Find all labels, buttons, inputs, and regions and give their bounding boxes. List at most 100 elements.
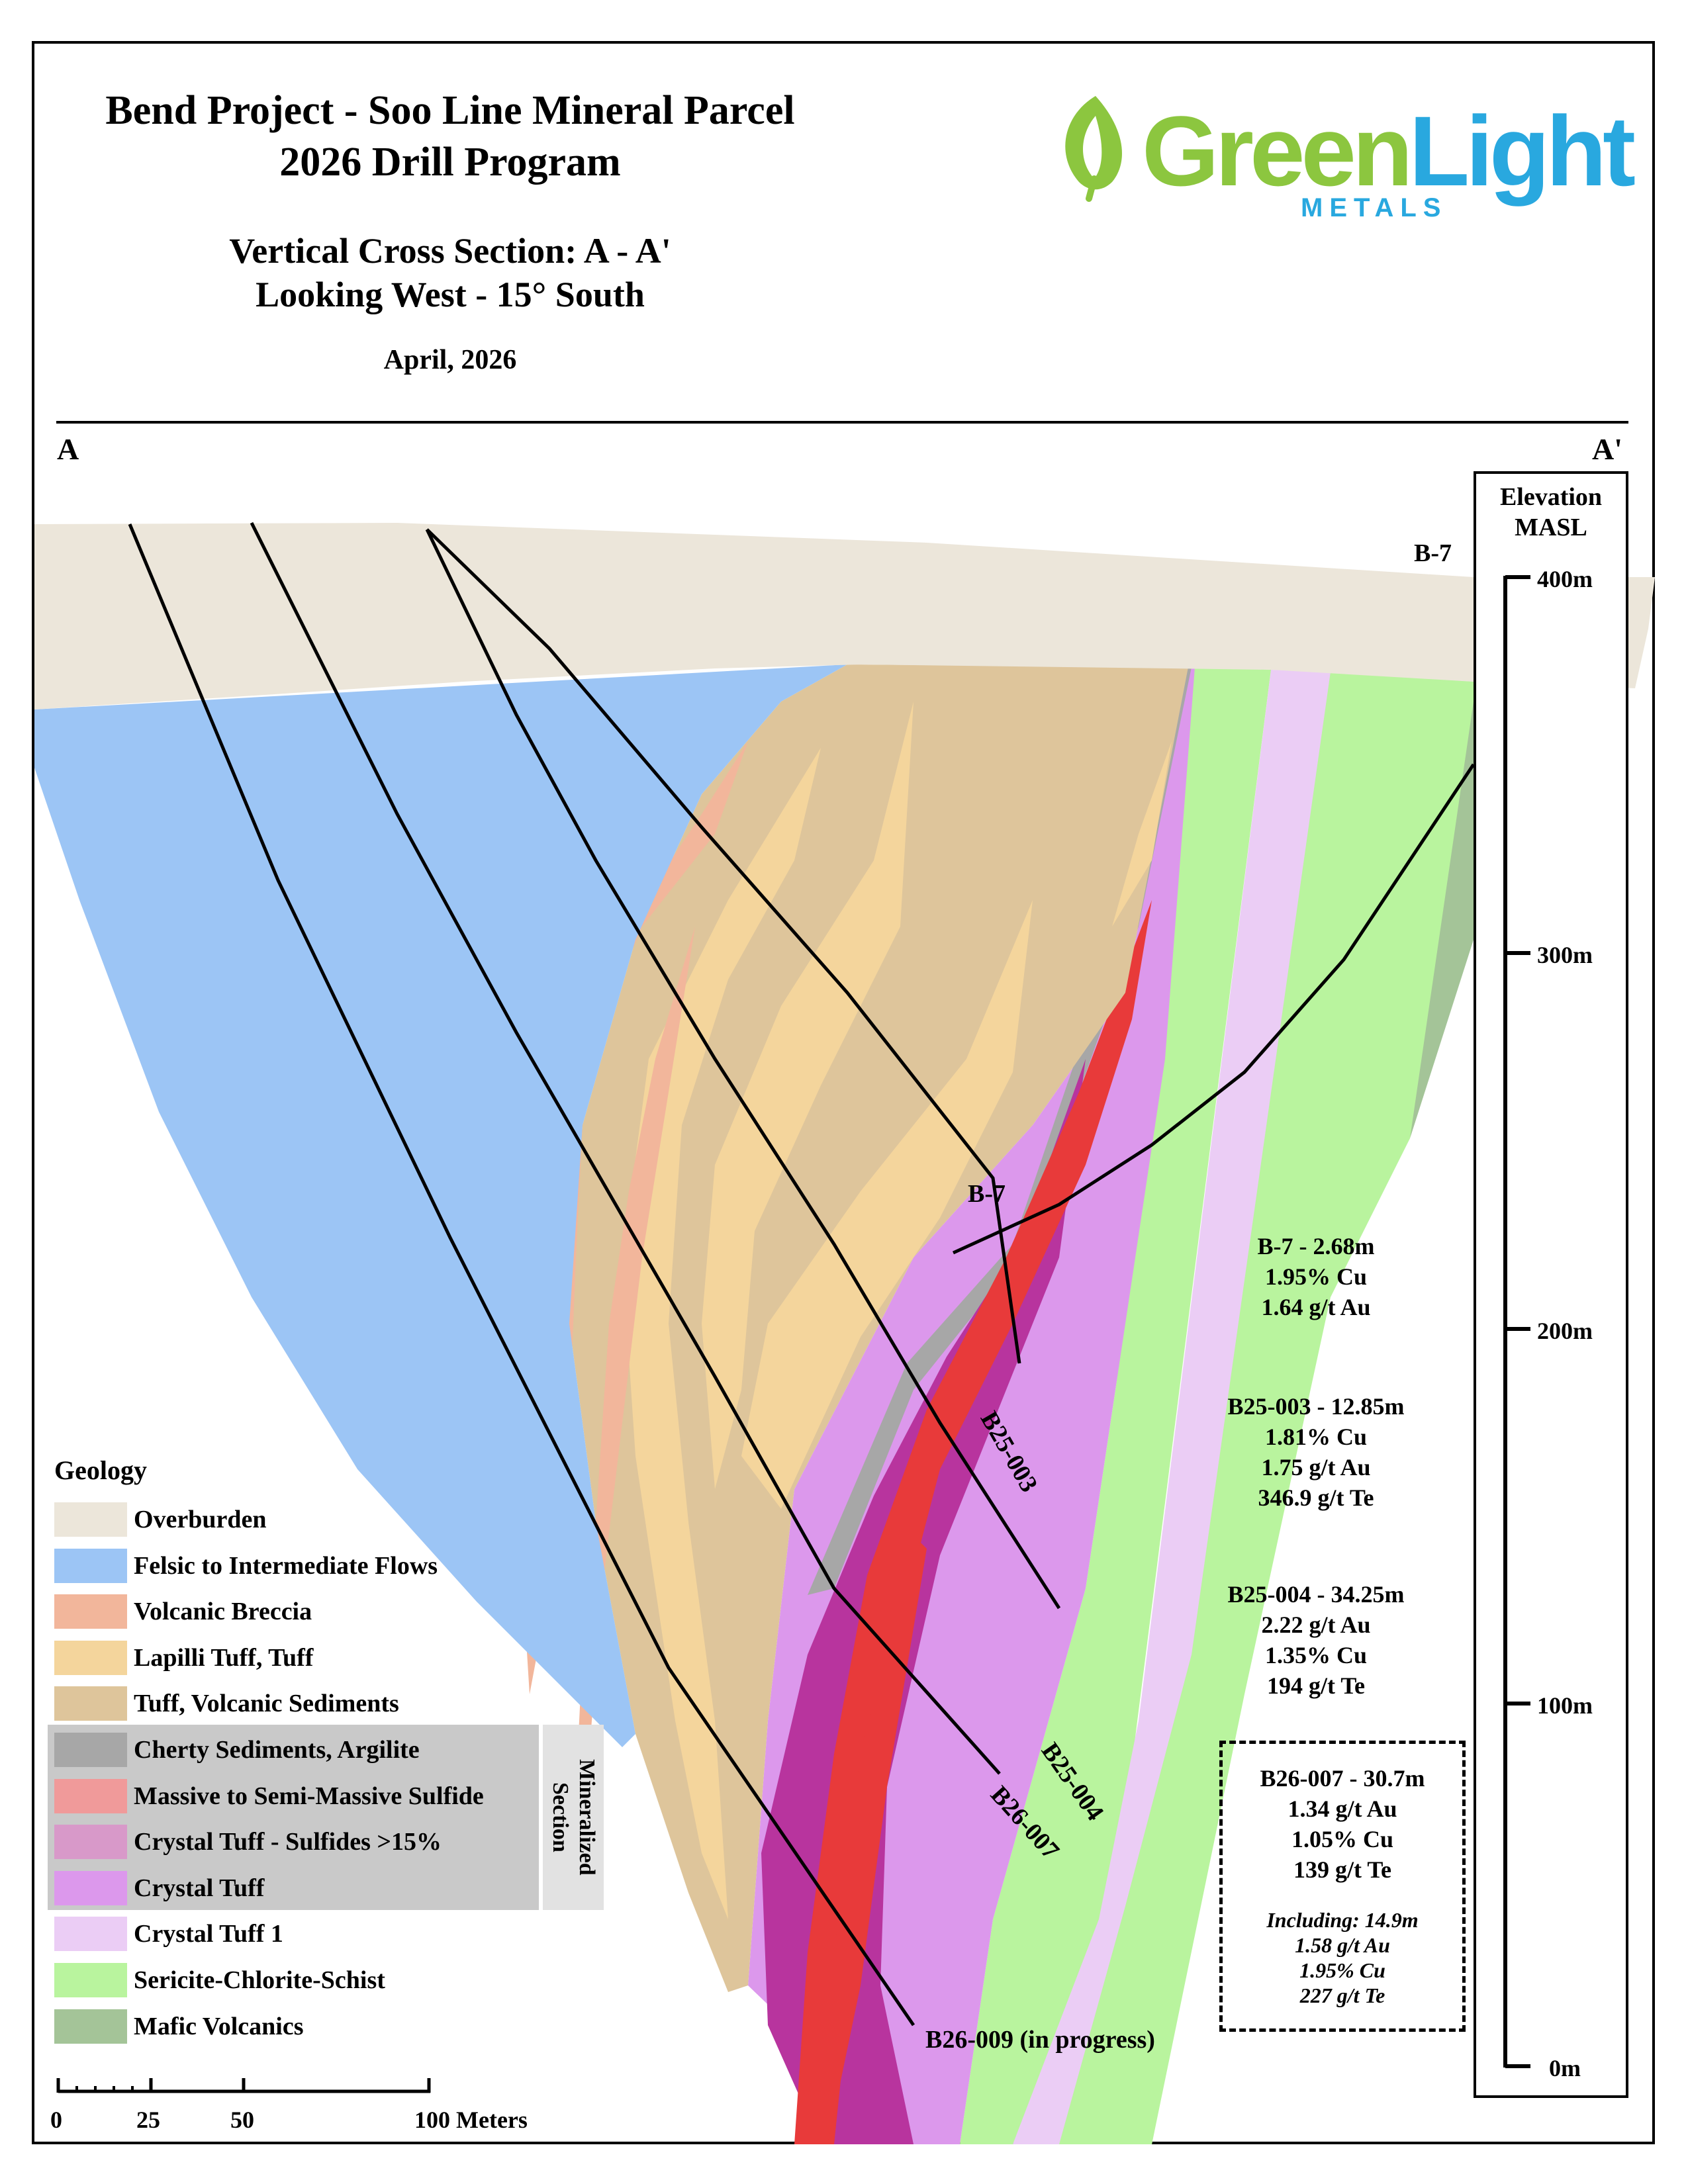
map-subtitle: Vertical Cross Section: A - A' Looking W… [53,229,847,316]
legend-label: Crystal Tuff [134,1874,265,1902]
leaf-logo-icon [1065,96,1122,202]
legend-mineralized-tag [543,1725,604,1910]
drillhole-label-b26-009: B26-009 (in progress) [925,2026,1155,2054]
scale-tick-0: 0 [50,2107,62,2133]
logo-wordmark: GreenLight [1142,95,1636,206]
unit-schist-wide [960,667,1271,2144]
scale-bar [56,2078,431,2093]
including-cu: 1.95% Cu [1299,1958,1385,1982]
result-b7-au: 1.64 g/t Au [1261,1294,1371,1320]
map-title: Bend Project - Soo Line Mineral Parcel 2… [53,85,847,188]
result-b26-007-au: 1.34 g/t Au [1288,1796,1397,1822]
result-b26-007-box [1219,1741,1466,2032]
including-au: 1.58 g/t Au [1295,1933,1390,1957]
subtitle-line-2: Looking West - 15° South [256,275,645,314]
including-interval: Including: 14.9m [1266,1908,1419,1932]
elevation-title: Elevation MASL [1476,482,1626,543]
result-b25-003-te: 346.9 g/t Te [1258,1484,1374,1511]
result-b25-003-cu: 1.81% Cu [1264,1424,1368,1450]
elevation-axis [1503,575,1530,2068]
logo-word-light: Light [1409,95,1636,206]
result-b26-007-including: Including: 14.9m 1.58 g/t Au 1.95% Cu 22… [1210,1907,1475,2008]
unit-massive-sulfide-2 [814,1535,927,2144]
elevation-title-line-2: MASL [1515,514,1587,541]
unit-lapilli-tuff-2 [741,900,1033,1509]
legend-swatch [54,1917,127,1951]
elevation-tick-400: 400m [1537,566,1593,592]
legend-swatch [54,1594,127,1629]
legend-mineralized-bg [48,1725,539,1910]
drillhole-b25-003 [426,528,1021,1364]
legend-label: Sericite-Chlorite-Schist [134,1966,385,1994]
legend-swatch [54,1825,127,1859]
result-b25-003: B25-003 - 12.85m 1.81% Cu 1.75 g/t Au 34… [1184,1391,1448,1513]
unit-crystal-tuff-1 [1013,670,1331,2144]
title-line-2: 2026 Drill Program [279,140,621,185]
logo-word-green: Green [1142,95,1413,206]
legend-label: Crystal Tuff - Sulfides >15% [134,1828,442,1856]
drillhole-b7 [952,763,1476,1255]
legend-label: Crystal Tuff 1 [134,1920,283,1948]
legend-label: Tuff, Volcanic Sediments [134,1690,399,1717]
section-end-label: A' [1592,432,1622,466]
elevation-tick-0: 0m [1549,2055,1581,2081]
legend-label: Volcanic Breccia [134,1598,312,1625]
drillhole-b26-009 [128,523,915,2026]
unit-overburden [34,523,1655,709]
scale-tick-50: 50 [230,2107,254,2133]
result-b26-007-interval: B26-007 - 30.7m [1260,1765,1425,1792]
unit-massive-sulfide [794,900,1152,2144]
legend-swatch [54,1733,127,1767]
result-b26-007: B26-007 - 30.7m 1.34 g/t Au 1.05% Cu 139… [1210,1763,1475,1885]
legend-label: Massive to Semi-Massive Sulfide [134,1782,484,1810]
header-divider [56,421,1628,424]
drillhole-label-b7: B-7 [968,1180,1006,1208]
legend-swatch [54,1963,127,1997]
elevation-title-line-1: Elevation [1499,483,1603,511]
legend-label: Overburden [134,1506,267,1533]
unit-lapilli-tuff-4 [1112,741,1172,927]
logo-subtext: METALS [1301,193,1448,222]
legend-label: Mafic Volcanics [134,2013,304,2040]
result-b25-003-au: 1.75 g/t Au [1261,1454,1371,1480]
result-b26-007-cu: 1.05% Cu [1291,1826,1394,1852]
legend-mineralized-label: Mineralized Section [548,1759,599,1876]
result-b7: B-7 - 2.68m 1.95% Cu 1.64 g/t Au [1184,1231,1448,1322]
drillhole-label-b7-top: B-7 [1414,539,1452,567]
legend-title: Geology [54,1455,147,1485]
legend-swatch [54,1779,127,1813]
result-b25-004-te: 194 g/t Te [1266,1672,1366,1699]
unit-lapilli-tuff-1 [702,702,914,1489]
drillhole-b26-007 [250,522,1001,1775]
unit-tuff-volcanic-sediments [569,664,1188,1992]
result-b25-004: B25-004 - 34.25m 2.22 g/t Au 1.35% Cu 19… [1184,1579,1448,1701]
legend-label: Felsic to Intermediate Flows [134,1552,438,1580]
legend-swatch [54,1686,127,1721]
drillhole-b25-004 [425,528,1061,1610]
elevation-tick-300: 300m [1537,942,1593,968]
map-date: April, 2026 [383,345,517,375]
legend-label: Cherty Sediments, Argilite [134,1736,420,1764]
elevation-tick-100: 100m [1537,1692,1593,1719]
result-b26-007-te: 139 g/t Te [1293,1856,1392,1883]
elevation-panel [1474,471,1628,2098]
result-b25-003-interval: B25-003 - 12.85m [1227,1393,1405,1420]
unit-schist-east [1059,672,1474,2144]
title-line-1: Bend Project - Soo Line Mineral Parcel [105,88,795,133]
result-b7-interval: B-7 - 2.68m [1257,1233,1375,1259]
result-b7-cu: 1.95% Cu [1264,1263,1368,1290]
scale-end-label: 100 Meters [414,2107,528,2133]
result-b25-004-au: 2.22 g/t Au [1261,1612,1371,1638]
legend-swatch [54,1502,127,1537]
result-b25-004-interval: B25-004 - 34.25m [1227,1581,1405,1608]
legend-swatch [54,1871,127,1905]
unit-felsic-flows [34,664,847,1747]
result-b25-004-cu: 1.35% Cu [1264,1642,1368,1668]
subtitle-line-1: Vertical Cross Section: A - A' [229,231,671,271]
legend-swatch [54,1641,127,1675]
elevation-tick-200: 200m [1537,1318,1593,1344]
legend-label: Lapilli Tuff, Tuff [134,1644,314,1672]
including-te: 227 g/t Te [1299,1983,1385,2007]
legend-swatch [54,2009,127,2044]
